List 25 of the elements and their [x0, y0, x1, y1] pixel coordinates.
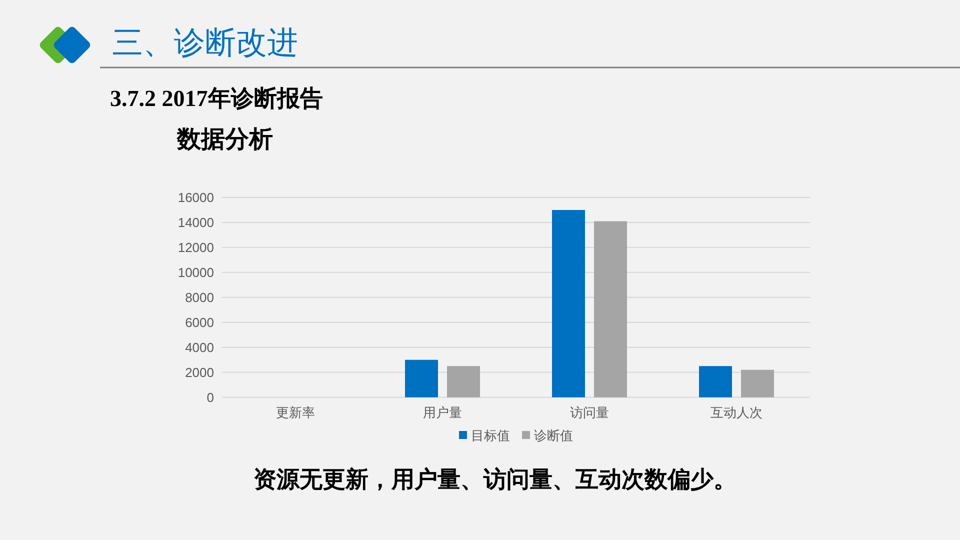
y-tick-label: 12000 — [178, 240, 214, 255]
y-tick-label: 16000 — [178, 190, 214, 205]
bar — [405, 360, 438, 398]
bar — [741, 370, 774, 398]
bar — [447, 366, 480, 398]
legend-label: 诊断值 — [534, 428, 573, 443]
text: 资源无更新，用户量、访问量、互动次数偏少。 — [254, 466, 736, 492]
y-tick-label: 4000 — [185, 340, 214, 355]
legend-label: 目标值 — [471, 428, 510, 443]
chart-title: 三、诊断改进 — [112, 25, 298, 60]
y-tick-label: 0 — [206, 390, 214, 405]
y-tick-label: 8000 — [185, 290, 214, 305]
x-tick-label: 更新率 — [276, 405, 315, 420]
bar — [552, 210, 585, 398]
text: 数据分析 — [176, 126, 273, 153]
x-tick-label: 访问量 — [570, 405, 609, 420]
y-tick-label: 6000 — [185, 314, 214, 330]
bar — [699, 366, 732, 398]
x-tick-label: 用户量 — [423, 405, 462, 420]
chart-subtitle: 3.7.2 2017年诊断报告 — [110, 86, 323, 111]
x-tick-label: 互动人次 — [710, 405, 762, 420]
y-tick-label: 14000 — [178, 214, 214, 230]
y-tick-label: 10000 — [178, 264, 214, 280]
y-tick-label: 2000 — [185, 364, 214, 380]
bar — [594, 221, 627, 398]
